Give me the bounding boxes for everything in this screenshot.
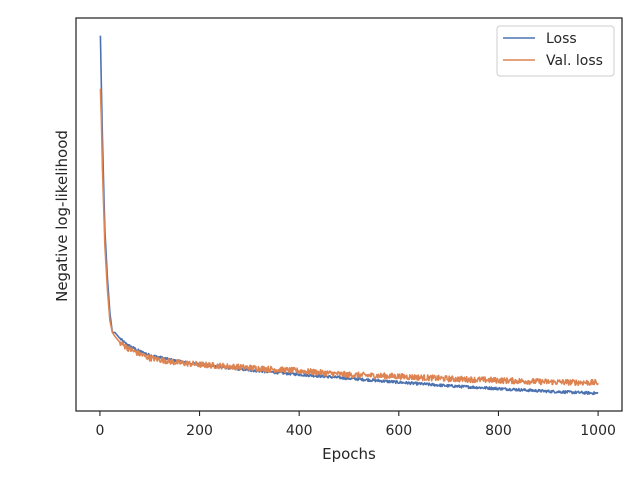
series-layer — [99, 35, 599, 396]
series-line-val-loss — [99, 88, 599, 387]
legend: Loss Val. loss — [496, 25, 615, 77]
x-tick-label: 200 — [186, 423, 213, 439]
x-tick-label: 0 — [95, 423, 104, 439]
legend-label-val-loss: Val. loss — [546, 53, 603, 69]
x-tick-label: 600 — [385, 423, 412, 439]
x-tick-label: 1000 — [580, 423, 616, 439]
plot-frame — [75, 17, 623, 412]
x-tick-label: 800 — [485, 423, 512, 439]
y-axis-label: Negative log-likelihood — [53, 130, 71, 302]
x-axis-label: Epochs — [322, 445, 376, 463]
series-line-loss — [99, 35, 599, 396]
x-ticks: 0 200 400 600 800 1000 — [95, 411, 616, 439]
legend-label-loss: Loss — [546, 31, 577, 47]
x-tick-label: 400 — [286, 423, 313, 439]
